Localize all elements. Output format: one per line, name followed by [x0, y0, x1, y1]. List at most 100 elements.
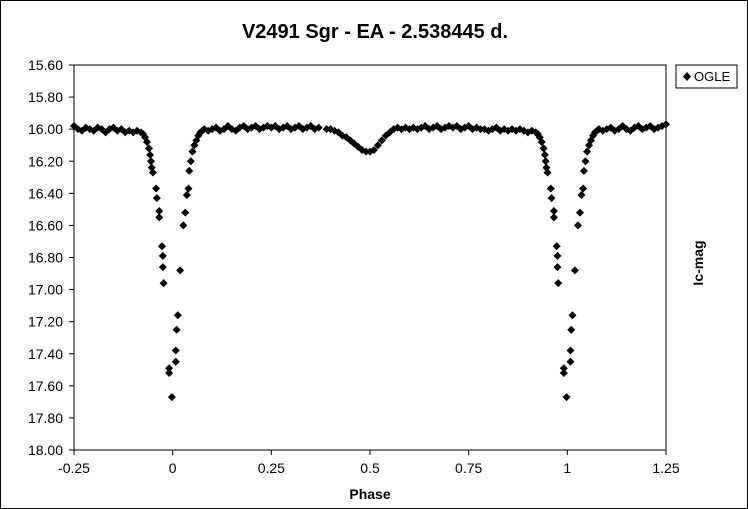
data-point — [255, 125, 264, 134]
data-point — [219, 125, 228, 134]
data-point — [577, 190, 586, 199]
data-point — [579, 184, 588, 193]
data-point — [146, 157, 155, 166]
y-tick-label: 17.40 — [28, 346, 63, 362]
data-point — [158, 263, 167, 272]
data-point — [437, 125, 446, 134]
data-point — [143, 138, 152, 146]
x-tick-label: 0 — [169, 460, 177, 476]
data-point — [243, 125, 252, 134]
plot-area — [73, 64, 667, 451]
data-point — [148, 168, 157, 177]
data-point — [566, 346, 575, 355]
y-tick-label: 16.00 — [28, 121, 63, 137]
data-point — [275, 125, 284, 134]
data-point — [171, 346, 180, 355]
y-tick-label: 16.60 — [28, 217, 63, 233]
x-tick-label: 0.25 — [258, 460, 285, 476]
data-point — [540, 150, 549, 159]
y-tick-label: 16.40 — [28, 185, 63, 201]
data-point — [176, 266, 185, 275]
data-point — [165, 369, 174, 377]
data-point — [566, 357, 575, 366]
data-point — [373, 141, 382, 150]
data-point — [546, 184, 555, 193]
data-point — [310, 125, 319, 134]
y-tick-label: 15.60 — [28, 57, 63, 73]
legend-label: OGLE — [694, 69, 730, 84]
data-point — [562, 393, 571, 402]
x-axis-label: Phase — [349, 486, 390, 502]
data-point — [602, 125, 611, 134]
data-point — [181, 208, 190, 217]
data-point — [559, 369, 568, 377]
data-point — [389, 125, 398, 134]
y-tick-label: 16.80 — [28, 250, 63, 266]
data-point — [662, 120, 670, 129]
legend-box — [675, 64, 738, 89]
data-point — [165, 364, 174, 373]
data-point — [405, 125, 414, 134]
data-point — [144, 144, 153, 153]
data-point — [171, 357, 180, 366]
data-point — [614, 125, 623, 134]
y-tick-label: 16.20 — [28, 153, 63, 169]
data-point — [575, 208, 584, 217]
data-point — [377, 136, 386, 145]
data-point — [541, 157, 550, 166]
legend: OGLE — [675, 64, 738, 89]
data-point — [314, 123, 323, 132]
data-point — [579, 166, 588, 175]
y-tick-label: 17.80 — [28, 410, 63, 426]
data-point — [369, 146, 378, 155]
legend-marker-diamond-icon — [683, 72, 691, 81]
data-point — [155, 213, 164, 222]
data-point — [287, 125, 296, 134]
chart-title: V2491 Sgr - EA - 2.538445 d. — [242, 21, 508, 43]
data-point — [121, 128, 130, 137]
y-axis: 15.60 15.80 16.00 16.20 16.40 16.60 16.80 17.00… — [28, 57, 74, 458]
data-point — [488, 125, 497, 134]
data-point — [152, 194, 161, 203]
y-tick-label: 15.80 — [28, 89, 63, 105]
data-point — [537, 138, 546, 146]
data-point — [155, 206, 164, 215]
data-series-ogle — [70, 120, 670, 402]
x-axis: -0.25 0 0.25 0.5 0.75 1 1.25 — [58, 450, 680, 476]
data-point — [573, 221, 582, 230]
data-point — [468, 125, 477, 134]
data-point — [508, 125, 517, 134]
data-point — [413, 125, 422, 134]
data-point — [581, 157, 590, 166]
data-point — [184, 184, 193, 193]
data-point — [549, 206, 558, 215]
x-tick-label: 1.25 — [652, 460, 679, 476]
data-point — [456, 125, 465, 134]
x-tick-label: -0.25 — [58, 460, 90, 476]
data-point — [559, 364, 568, 373]
y-tick-label: 18.00 — [28, 442, 63, 458]
data-point — [583, 147, 592, 156]
y-tick-label: 17.20 — [28, 314, 63, 330]
data-point — [539, 144, 548, 153]
data-point — [152, 184, 161, 193]
data-point — [568, 311, 577, 320]
data-point — [547, 194, 556, 203]
data-point — [185, 166, 194, 175]
data-point — [188, 147, 197, 156]
data-point — [553, 263, 562, 272]
data-point — [182, 190, 191, 199]
data-point — [567, 325, 576, 334]
x-tick-label: 0.5 — [360, 460, 380, 476]
data-point — [570, 266, 579, 275]
data-point — [553, 251, 562, 260]
x-tick-label: 1 — [563, 460, 571, 476]
data-point — [158, 242, 167, 251]
data-point — [186, 157, 195, 166]
data-point — [554, 279, 563, 288]
data-point — [298, 125, 307, 134]
data-point — [159, 279, 168, 288]
y-tick-label: 17.60 — [28, 378, 63, 394]
